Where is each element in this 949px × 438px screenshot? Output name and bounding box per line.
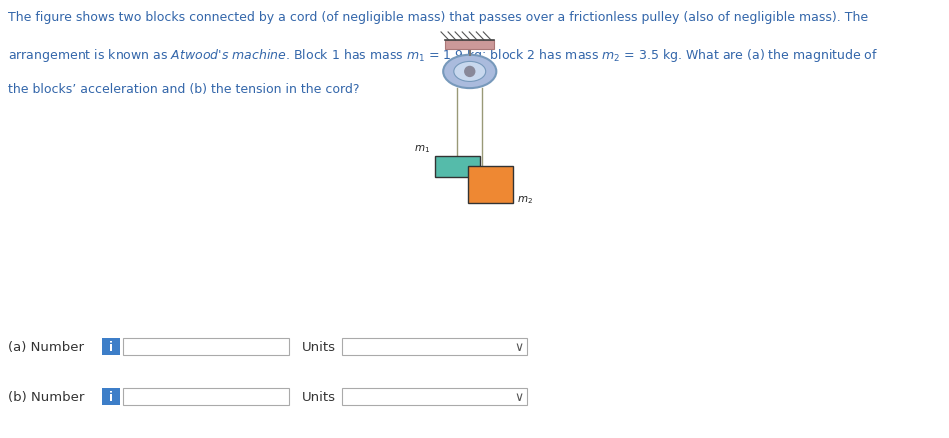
Ellipse shape	[464, 67, 475, 78]
Text: Units: Units	[302, 340, 336, 353]
Bar	[468, 166, 513, 204]
Ellipse shape	[443, 56, 496, 89]
Text: (a) Number: (a) Number	[8, 340, 84, 353]
FancyBboxPatch shape	[102, 338, 120, 355]
Text: ∨: ∨	[514, 340, 524, 353]
Bar	[435, 156, 480, 177]
Text: i: i	[109, 340, 113, 353]
Text: i: i	[109, 390, 113, 403]
FancyBboxPatch shape	[342, 389, 527, 405]
FancyBboxPatch shape	[102, 389, 120, 405]
Text: $m_2$: $m_2$	[517, 194, 533, 205]
FancyBboxPatch shape	[123, 389, 289, 405]
Text: The figure shows two blocks connected by a cord (of negligible mass) that passes: The figure shows two blocks connected by…	[8, 11, 867, 24]
Text: Units: Units	[302, 390, 336, 403]
Text: $m_1$: $m_1$	[414, 142, 430, 154]
Ellipse shape	[454, 62, 486, 82]
Text: (b) Number: (b) Number	[8, 390, 84, 403]
Text: arrangement is known as $\mathit{Atwood}$'$\mathit{s\ machine}$. Block 1 has mas: arrangement is known as $\mathit{Atwood}…	[8, 47, 878, 64]
FancyBboxPatch shape	[342, 338, 527, 355]
Bar	[445, 41, 494, 50]
Text: the blocks’ acceleration and (b) the tension in the cord?: the blocks’ acceleration and (b) the ten…	[8, 83, 359, 96]
FancyBboxPatch shape	[123, 338, 289, 355]
Text: ∨: ∨	[514, 390, 524, 403]
